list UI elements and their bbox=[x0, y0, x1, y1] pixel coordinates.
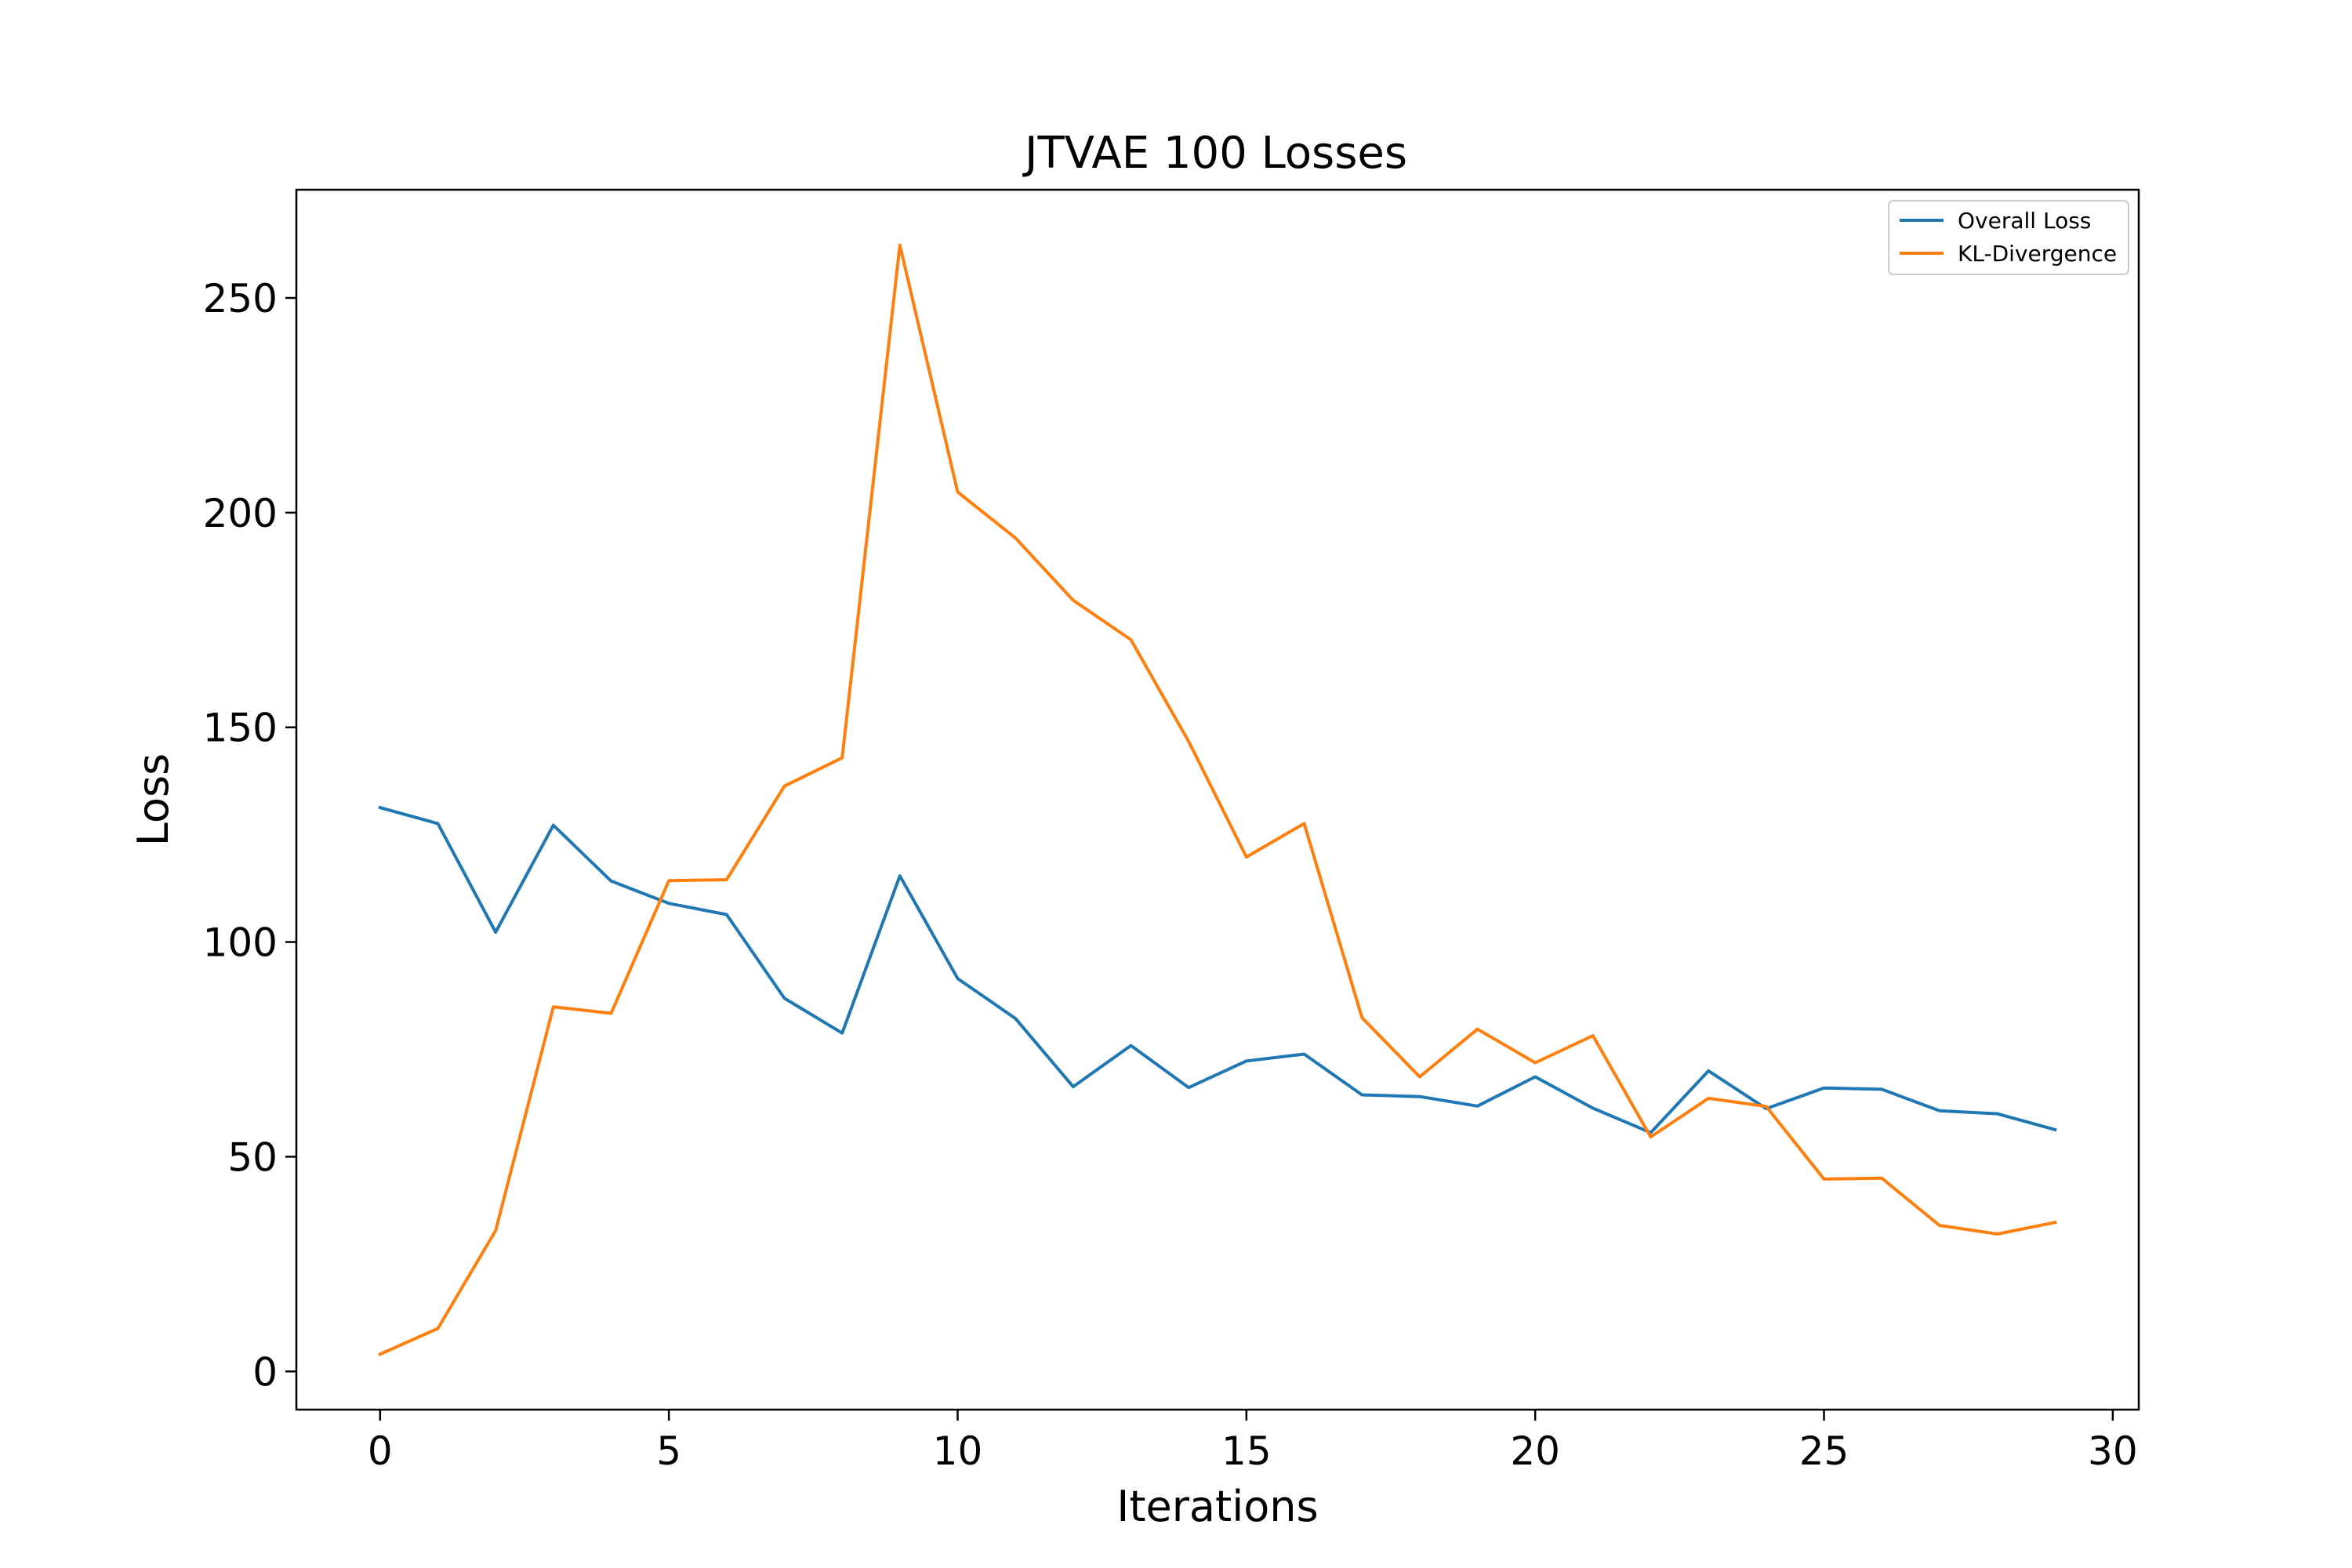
x-tick-label: 25 bbox=[1799, 1428, 1849, 1474]
x-axis-label: Iterations bbox=[1116, 1482, 1318, 1531]
y-tick-label: 0 bbox=[252, 1349, 278, 1395]
y-axis-label: Loss bbox=[129, 753, 178, 846]
x-tick-label: 10 bbox=[933, 1428, 983, 1474]
y-tick-label: 250 bbox=[203, 276, 278, 321]
x-tick-label: 15 bbox=[1221, 1428, 1272, 1474]
legend-label-kl-divergence: KL-Divergence bbox=[1958, 241, 2117, 267]
legend-box bbox=[1888, 200, 2129, 275]
y-tick-label: 200 bbox=[203, 491, 278, 536]
x-tick-label: 20 bbox=[1510, 1428, 1560, 1474]
x-tick-label: 5 bbox=[656, 1428, 681, 1474]
plot-frame bbox=[295, 188, 2140, 1411]
y-tick-label: 50 bbox=[227, 1134, 278, 1180]
legend: Overall Loss KL-Divergence bbox=[1888, 200, 2129, 275]
y-axis: 0 50 100 150 200 250 bbox=[203, 276, 296, 1395]
y-tick-label: 150 bbox=[203, 706, 278, 751]
legend-label-overall-loss: Overall Loss bbox=[1958, 208, 2091, 234]
x-axis: 0 5 10 15 20 25 30 bbox=[368, 1410, 2138, 1474]
plot-area bbox=[295, 188, 2140, 1411]
chart-title: JTVAE 100 Losses bbox=[1022, 128, 1407, 179]
series-line-kl-divergence bbox=[378, 243, 2057, 1356]
y-tick-label: 100 bbox=[203, 920, 278, 966]
x-tick-label: 30 bbox=[2088, 1428, 2138, 1474]
series-layer bbox=[378, 243, 2057, 1356]
x-tick-label: 0 bbox=[368, 1428, 393, 1474]
